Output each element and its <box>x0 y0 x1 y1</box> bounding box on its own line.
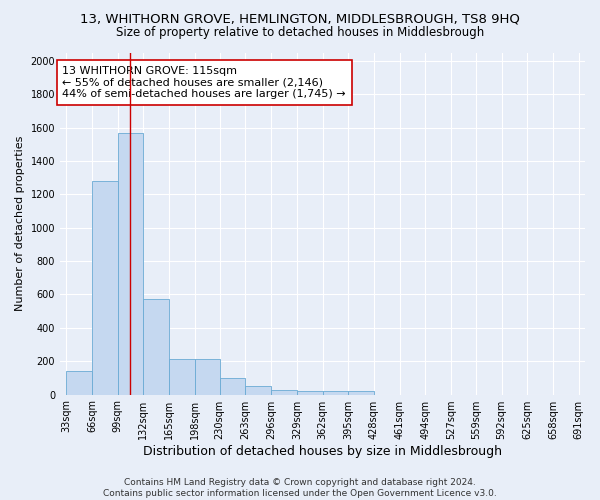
Bar <box>323 391 348 394</box>
Bar <box>143 300 169 394</box>
Bar <box>118 132 143 394</box>
Bar <box>169 358 195 394</box>
Bar <box>92 181 118 394</box>
Text: 13 WHITHORN GROVE: 115sqm
← 55% of detached houses are smaller (2,146)
44% of se: 13 WHITHORN GROVE: 115sqm ← 55% of detac… <box>62 66 346 99</box>
Text: Size of property relative to detached houses in Middlesbrough: Size of property relative to detached ho… <box>116 26 484 39</box>
Bar <box>245 386 271 394</box>
Bar <box>348 391 374 394</box>
Bar <box>297 391 323 394</box>
Text: Contains HM Land Registry data © Crown copyright and database right 2024.
Contai: Contains HM Land Registry data © Crown c… <box>103 478 497 498</box>
Bar <box>271 390 297 394</box>
Bar <box>195 358 220 394</box>
Y-axis label: Number of detached properties: Number of detached properties <box>15 136 25 311</box>
Text: 13, WHITHORN GROVE, HEMLINGTON, MIDDLESBROUGH, TS8 9HQ: 13, WHITHORN GROVE, HEMLINGTON, MIDDLESB… <box>80 12 520 26</box>
Bar <box>220 378 245 394</box>
X-axis label: Distribution of detached houses by size in Middlesbrough: Distribution of detached houses by size … <box>143 444 502 458</box>
Bar <box>66 371 92 394</box>
